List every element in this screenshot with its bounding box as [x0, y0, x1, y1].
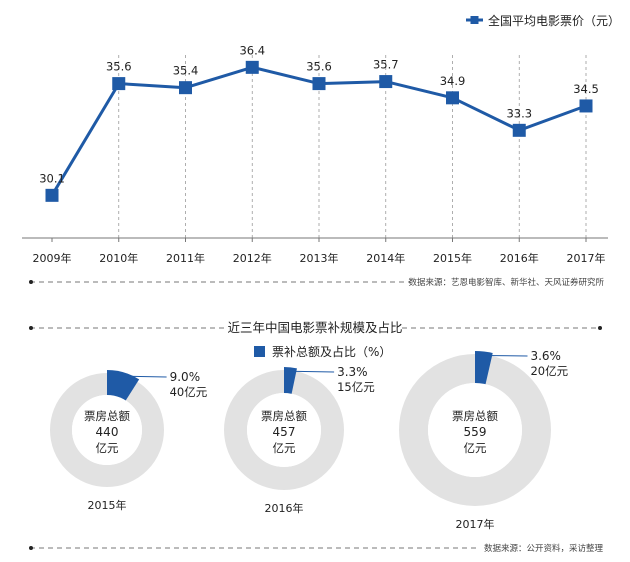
donut-hole — [247, 393, 321, 467]
source-note-line-chart: 数据来源：艺恩电影智库、新华社、天风证券研究所 — [29, 277, 604, 288]
data-value-label: 35.7 — [373, 58, 399, 72]
line-legend: 全国平均电影票价（元） — [466, 13, 620, 28]
donut-chart-2017年: 票房总额 559 亿元 3.6%20亿元 2017年 — [399, 349, 569, 531]
data-point-marker — [45, 188, 59, 202]
donut-year-label: 2015年 — [88, 498, 127, 512]
source-divider-1-dot — [29, 280, 33, 284]
x-tick-label: 2017年 — [567, 251, 606, 265]
donut-year-label: 2016年 — [265, 501, 304, 515]
data-point-marker — [379, 75, 393, 89]
data-point-marker — [312, 77, 326, 91]
x-tick-label: 2011年 — [166, 251, 205, 265]
donut-title: 近三年中国电影票补规模及占比 — [227, 320, 402, 335]
data-value-label: 30.1 — [39, 171, 65, 185]
donut-leader-line — [290, 370, 335, 373]
donut-hole — [428, 383, 522, 477]
donut-center-label: 票房总额 — [84, 409, 130, 423]
source-divider-2-dot — [29, 546, 33, 550]
data-value-label: 35.4 — [173, 64, 199, 78]
data-point-marker — [579, 99, 593, 113]
donut-share-label: 9.0% — [170, 370, 201, 384]
data-point-marker — [446, 91, 459, 105]
donut-section-title: 近三年中国电影票补规模及占比 — [29, 320, 602, 335]
donut-center-unit: 亿元 — [464, 441, 487, 455]
donut-subsidy-label: 15亿元 — [337, 380, 375, 394]
donut-share-label: 3.6% — [530, 349, 561, 363]
data-point-marker — [245, 60, 259, 74]
data-point-marker — [512, 123, 526, 137]
donut-leader-line — [122, 375, 167, 378]
data-value-label: 34.5 — [573, 82, 599, 96]
x-tick-label: 2012年 — [233, 251, 272, 265]
donut-center-value: 440 — [96, 425, 119, 439]
legend-marker-swatch — [470, 16, 479, 24]
series-value-labels: 30.1 35.6 35.4 36.4 35.6 35.7 34.9 33.3 34.5 — [39, 43, 599, 185]
donut-legend: 票补总额及占比（%） — [254, 344, 391, 359]
donut-share-label: 3.3% — [337, 365, 368, 379]
x-tick-label: 2010年 — [99, 251, 138, 265]
source-text-2: 数据来源：公开资料，采访整理 — [484, 543, 604, 554]
donut-center-label: 票房总额 — [452, 409, 498, 423]
donut-chart-2015年: 票房总额 440 亿元 9.0%40亿元 2015年 — [50, 370, 208, 512]
donut-center-value: 559 — [464, 425, 487, 439]
data-value-label: 36.4 — [239, 43, 265, 57]
legend-label: 全国平均电影票价（元） — [488, 13, 620, 28]
donut-center-unit: 亿元 — [96, 441, 119, 455]
data-value-label: 33.3 — [506, 106, 532, 120]
data-value-label: 35.6 — [306, 60, 332, 74]
x-tick-label: 2013年 — [300, 251, 339, 265]
x-tick-labels: 2009年 2010年 2011年 2012年 2013年 2014年 2015年 2016年… — [33, 238, 606, 265]
donut-leader-line — [483, 355, 528, 357]
donut-center-unit: 亿元 — [273, 441, 296, 455]
x-tick-label: 2009年 — [33, 251, 72, 265]
donut-legend-swatch — [254, 346, 265, 357]
data-point-marker — [112, 77, 126, 91]
source-note-donut-chart: 数据来源：公开资料，采访整理 — [29, 543, 603, 554]
data-value-label: 35.6 — [106, 60, 132, 74]
donut-chart-2016年: 票房总额 457 亿元 3.3%15亿元 2016年 — [224, 365, 375, 515]
x-tick-label: 2016年 — [500, 251, 539, 265]
series-points — [45, 60, 593, 202]
donut-center-label: 票房总额 — [261, 409, 307, 423]
data-value-label: 34.9 — [440, 74, 466, 88]
x-tick-label: 2015年 — [433, 251, 472, 265]
donut-subsidy-label: 20亿元 — [530, 364, 568, 378]
donut-legend-label: 票补总额及占比（%） — [272, 344, 391, 359]
donut-hole — [72, 395, 142, 465]
x-tick-label: 2014年 — [366, 251, 405, 265]
donut-subsidy-label: 40亿元 — [170, 385, 208, 399]
source-text-1: 数据来源：艺恩电影智库、新华社、天风证券研究所 — [408, 277, 604, 288]
data-point-marker — [179, 81, 192, 95]
title-divider-right-dot — [598, 326, 602, 330]
donut-year-label: 2017年 — [456, 517, 495, 531]
title-divider-left-dot — [29, 326, 33, 330]
donut-charts: 票房总额 440 亿元 9.0%40亿元 2015年 票房总额 457 亿元 3.3%15亿元 2… — [50, 349, 569, 531]
donut-center-value: 457 — [273, 425, 296, 439]
